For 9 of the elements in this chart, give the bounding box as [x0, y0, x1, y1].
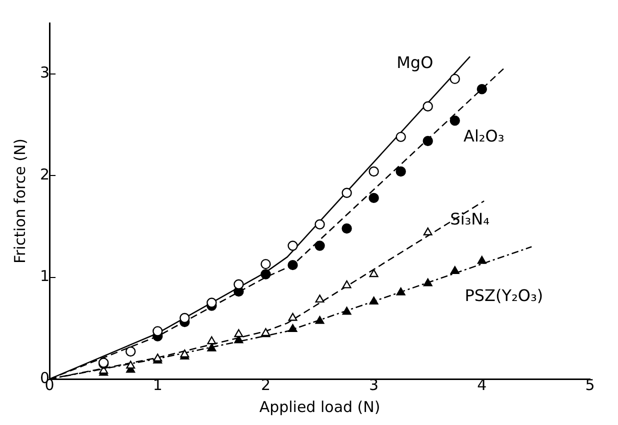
y-tick-label: 2 [40, 165, 50, 184]
y-axis-title: Friction force (N) [10, 138, 29, 264]
series-label: PSZ(Y₂O₃) [464, 286, 544, 306]
series-label: MgO [396, 53, 434, 72]
x-axis-title: Applied load (N) [259, 398, 380, 416]
y-tick-label: 1 [40, 267, 50, 286]
y-tick-label: 3 [40, 64, 50, 82]
series-label: Al₂O₃ [464, 126, 504, 146]
series-label: Si₃N₄ [450, 210, 490, 229]
